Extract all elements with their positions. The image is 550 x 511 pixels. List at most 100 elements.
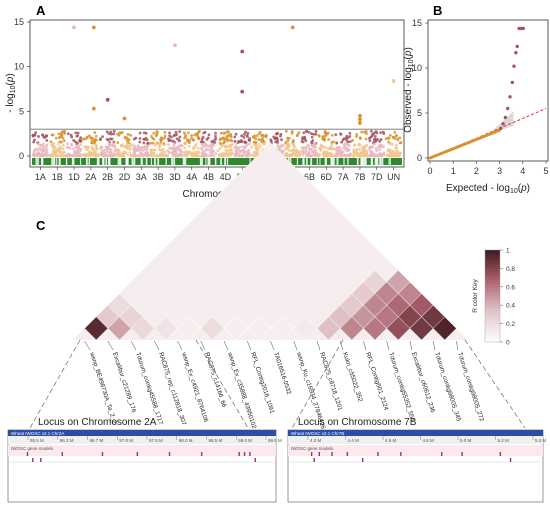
manhattan-point xyxy=(66,142,69,146)
x-tick-label: 6D xyxy=(321,172,333,182)
manhattan-point xyxy=(373,134,377,138)
manhattan-point xyxy=(76,131,80,135)
manhattan-point xyxy=(119,144,123,148)
manhattan-point xyxy=(388,133,392,137)
manhattan-point xyxy=(307,130,311,134)
manhattan-point xyxy=(144,131,148,135)
snp-connector xyxy=(177,340,183,351)
locus-2a-browser: Locus on Chromosome 2A Wheat IWGSC v2.1 … xyxy=(7,417,282,503)
gene-model xyxy=(243,452,246,456)
manhattan-point xyxy=(218,141,222,145)
manhattan-point xyxy=(117,133,121,137)
manhattan-point xyxy=(247,148,251,152)
manhattan-point xyxy=(250,154,254,157)
qq-tail-point xyxy=(512,64,516,68)
manhattan-point xyxy=(372,131,376,135)
qq-tail-point xyxy=(503,115,508,120)
manhattan-point xyxy=(184,142,188,146)
density-strip-gap xyxy=(226,158,229,165)
density-strip-gap xyxy=(208,158,211,165)
manhattan-point xyxy=(344,154,348,158)
manhattan-point xyxy=(255,147,259,151)
manhattan-point xyxy=(365,153,369,157)
manhattan-point xyxy=(157,143,161,147)
manhattan-point xyxy=(118,131,122,135)
manhattan-point xyxy=(83,137,87,141)
locus-2a-title: Locus on Chromosome 2A xyxy=(38,417,157,428)
manhattan-point xyxy=(279,134,282,138)
manhattan-x-axis: 1A1B1D2A2B2D3A3B3D4A4B4D5A5B5D6A6B6D7A7B… xyxy=(35,167,400,182)
snp-label: RFL_Contig2016_1091 xyxy=(249,351,276,415)
density-strip-gap xyxy=(41,158,43,165)
gene-model xyxy=(461,452,463,456)
manhattan-point xyxy=(172,146,175,150)
manhattan-point xyxy=(206,154,210,157)
manhattan-point xyxy=(38,146,42,150)
manhattan-point xyxy=(287,149,291,152)
density-strip-gap xyxy=(56,158,58,165)
manhattan-point xyxy=(218,138,222,142)
manhattan-points xyxy=(31,25,403,158)
manhattan-point xyxy=(167,139,171,143)
qq-confidence-band xyxy=(488,111,514,135)
snp-label: Excalibur_c60612_236 xyxy=(410,351,436,414)
snp-connector xyxy=(432,340,436,351)
qq-plot: 0 1 2 3 4 5 0 5 10 15 Expected - log10(p) Observe… xyxy=(403,18,549,195)
manhattan-point xyxy=(206,136,210,140)
snp-label: Tdurum_contig45588_1717 xyxy=(134,351,164,426)
manhattan-point xyxy=(133,146,137,149)
density-strip-gap xyxy=(131,158,134,165)
manhattan-point xyxy=(364,137,368,141)
qq-frame xyxy=(427,19,549,162)
manhattan-point xyxy=(141,153,144,157)
manhattan-point xyxy=(57,132,61,136)
ld-heatmap: wsnp_BE498730A_Ta_2_2Excalibur_c21289_17… xyxy=(73,142,485,430)
qq-tail-point xyxy=(506,106,510,111)
manhattan-point xyxy=(152,131,156,135)
density-strip-gap xyxy=(371,158,373,165)
qq-y-tick-label: 0 xyxy=(417,153,422,163)
qq-tail-point xyxy=(510,80,515,85)
ruler-tick-label: 98.5 M xyxy=(209,438,223,443)
manhattan-point xyxy=(301,137,304,141)
manhattan-point xyxy=(335,141,339,145)
snp-label: RAC875_c14166_66 xyxy=(203,351,228,408)
manhattan-point xyxy=(86,152,89,156)
density-strip-gap xyxy=(214,158,217,165)
manhattan-point xyxy=(230,139,234,143)
manhattan-point xyxy=(112,129,116,133)
manhattan-point xyxy=(105,154,109,158)
density-strip-base xyxy=(32,158,402,165)
manhattan-point xyxy=(252,150,256,154)
manhattan-point xyxy=(229,152,233,156)
qq-axes: 0 1 2 3 4 5 0 5 10 15 xyxy=(412,18,549,176)
manhattan-point xyxy=(128,147,132,151)
manhattan-point xyxy=(159,152,163,156)
snp-label: wsnp_BE498730A_Ta_2_2 xyxy=(88,351,118,426)
manhattan-point xyxy=(218,154,222,158)
manhattan-point xyxy=(178,139,181,143)
significant-point xyxy=(72,25,76,30)
manhattan-point xyxy=(287,145,290,149)
gene-model xyxy=(313,458,315,462)
locus-7b-title: Locus on Chromosome 7B xyxy=(298,417,417,428)
manhattan-point xyxy=(223,152,227,156)
manhattan-point xyxy=(321,135,325,139)
manhattan-point xyxy=(291,142,295,146)
manhattan-point xyxy=(184,133,187,137)
manhattan-point xyxy=(184,150,188,154)
manhattan-point xyxy=(375,131,379,135)
manhattan-point xyxy=(226,144,230,148)
manhattan-point xyxy=(34,131,38,135)
manhattan-point xyxy=(59,154,63,158)
manhattan-point xyxy=(361,150,365,154)
manhattan-point xyxy=(202,149,205,153)
manhattan-point xyxy=(174,130,178,134)
significant-point xyxy=(358,113,362,118)
color-key-bar xyxy=(484,249,501,343)
snp-connector xyxy=(154,340,160,351)
manhattan-point xyxy=(298,150,302,153)
manhattan-point xyxy=(387,137,391,140)
ld-cell xyxy=(293,316,318,341)
manhattan-point xyxy=(370,150,374,154)
